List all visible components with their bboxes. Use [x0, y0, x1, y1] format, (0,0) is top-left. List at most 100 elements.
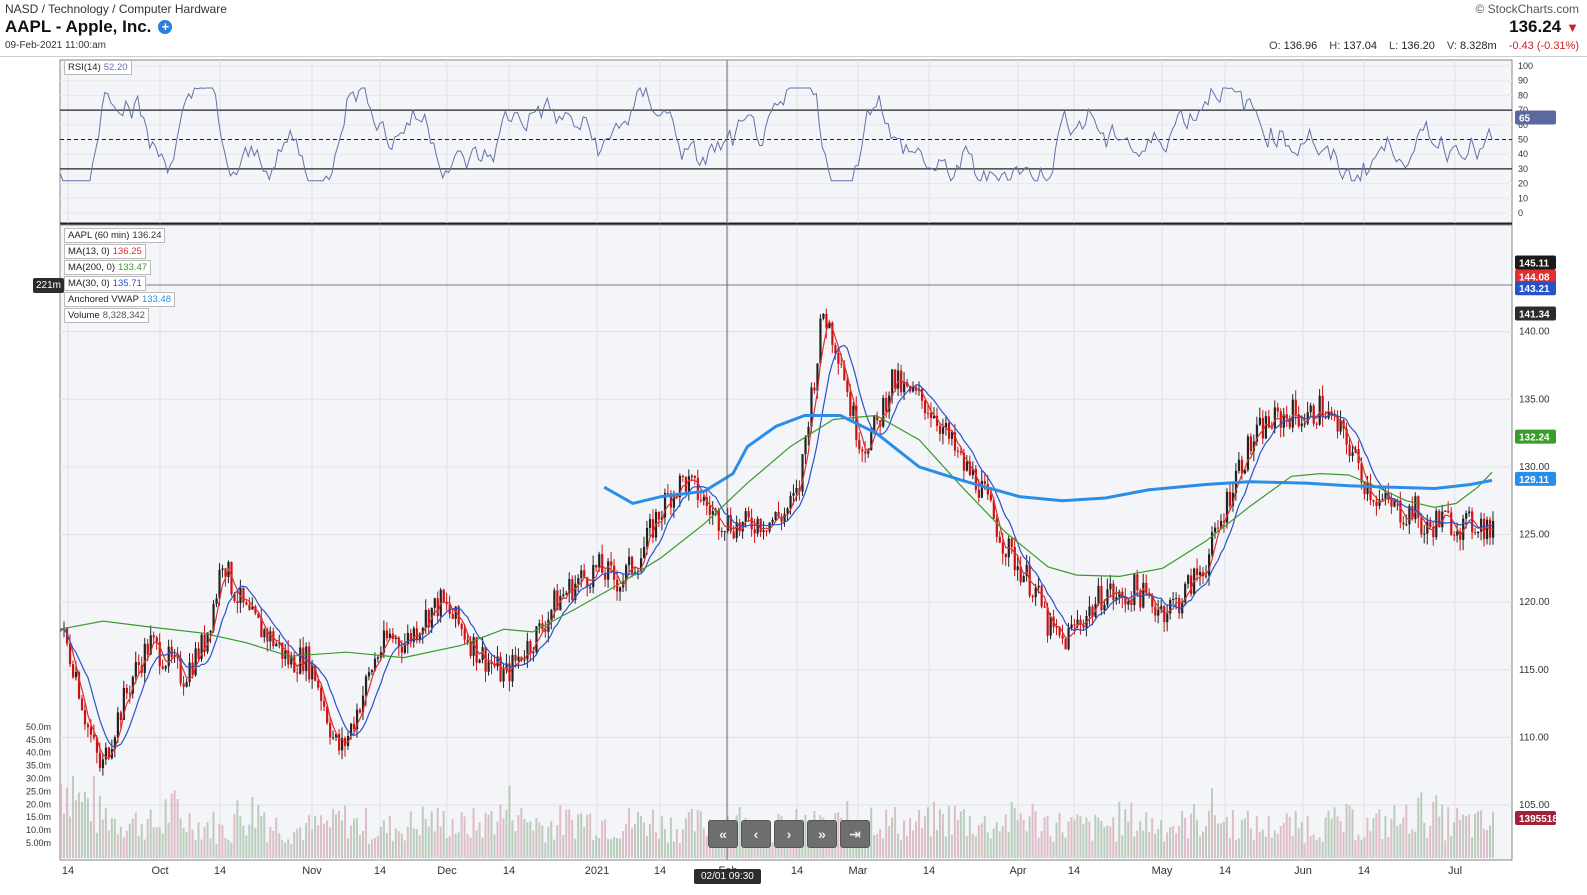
candle-body: [828, 322, 831, 329]
rsi-tick-label: 20: [1518, 179, 1528, 189]
volume-bar: [206, 822, 209, 858]
volume-bar: [1399, 823, 1402, 858]
rsi-tick-label: 0: [1518, 208, 1523, 218]
candle-body: [1375, 501, 1378, 506]
x-tick-label: 14: [1068, 865, 1080, 877]
volume-bar: [1405, 804, 1408, 858]
volume-bar: [1474, 813, 1477, 858]
volume-bar: [526, 822, 529, 858]
scroll-fast-right-button[interactable]: »: [807, 820, 837, 848]
volume-bar: [1456, 808, 1459, 858]
candle-body: [1432, 526, 1435, 538]
volume-bar: [1010, 801, 1013, 858]
volume-bar: [445, 838, 448, 858]
candle-body: [607, 561, 610, 580]
candle-body: [1318, 395, 1321, 425]
candle-body: [1222, 520, 1226, 523]
candle-body: [80, 698, 84, 711]
brand-label[interactable]: © StockCharts.com: [1475, 2, 1579, 16]
candle-body: [1091, 606, 1094, 617]
volume-bar: [272, 830, 275, 858]
candle-body: [1441, 511, 1444, 528]
candle-body: [1025, 564, 1028, 576]
volume-bar: [1064, 837, 1067, 858]
candle-body: [275, 643, 278, 647]
volume-bar: [230, 842, 233, 858]
volume-bar: [1303, 843, 1306, 858]
add-plus-icon[interactable]: +: [158, 20, 173, 34]
volume-bar: [577, 813, 580, 858]
volume-bar: [756, 842, 759, 858]
volume-bar: [1414, 831, 1417, 858]
volume-bar: [1285, 813, 1288, 858]
volume-bar: [373, 837, 376, 858]
scroll-left-button[interactable]: ‹: [741, 820, 771, 848]
candle-body: [1037, 585, 1040, 588]
volume-bar: [1136, 830, 1139, 858]
candle-body: [1492, 520, 1495, 538]
candle-body: [849, 391, 852, 416]
candle-body: [206, 632, 209, 652]
candle-body: [146, 643, 149, 655]
volume-bar: [224, 837, 227, 858]
candle-body: [1216, 527, 1220, 529]
volume-bar: [1231, 810, 1234, 858]
volume-bar: [269, 826, 272, 858]
volume-bar: [672, 841, 675, 858]
scroll-start-button[interactable]: «: [708, 820, 738, 848]
candle-body: [840, 363, 843, 365]
candle-body: [1199, 571, 1202, 576]
candle-body: [989, 494, 992, 501]
volume-bar: [1429, 826, 1432, 858]
candle-body: [1321, 395, 1324, 418]
volume-bar: [1196, 819, 1199, 858]
volume-bar: [329, 827, 332, 858]
volume-bar: [989, 838, 992, 858]
volume-bar: [1423, 822, 1426, 858]
candle-body: [912, 387, 915, 392]
volume-bar: [1097, 817, 1100, 858]
candle-body: [182, 683, 185, 687]
candle-body: [735, 522, 738, 539]
volume-bar: [493, 834, 496, 858]
candle-body: [1255, 424, 1259, 442]
volume-bar: [134, 812, 137, 858]
volume-bar: [128, 823, 131, 858]
candle-body: [433, 598, 436, 608]
candle-body: [403, 644, 406, 653]
candle-body: [648, 519, 652, 528]
volume-bar: [481, 837, 484, 858]
volume-bar: [1148, 832, 1151, 858]
volume-bar: [355, 818, 358, 858]
volume-bar: [332, 808, 335, 858]
candle-body: [1252, 441, 1256, 451]
volume-bar: [406, 826, 409, 858]
candle-body: [1429, 521, 1432, 527]
volume-bar: [1070, 817, 1073, 858]
volume-bar: [663, 828, 666, 858]
candle-body: [302, 647, 305, 672]
volume-bar: [308, 815, 311, 858]
candle-body: [678, 475, 682, 498]
volume-bar: [1369, 831, 1372, 858]
volume-bar: [909, 817, 912, 858]
volume-tick-label: 30.0m: [26, 774, 51, 784]
scroll-right-button[interactable]: ›: [774, 820, 804, 848]
volume-bar: [642, 822, 645, 858]
candle-body: [1447, 510, 1450, 513]
candle-body: [1163, 606, 1166, 623]
x-tick-label: Apr: [1009, 865, 1026, 877]
candle-body: [218, 569, 221, 599]
candle-body: [663, 493, 667, 518]
candle-body: [418, 633, 421, 640]
volume-bar: [1246, 810, 1249, 858]
candle-body: [559, 596, 562, 611]
candle-body: [789, 495, 792, 509]
volume-bar: [1402, 817, 1405, 858]
candle-body: [104, 747, 108, 760]
volume-bar: [167, 822, 170, 858]
volume-bar: [1297, 828, 1300, 858]
scroll-end-button[interactable]: ⇥: [840, 820, 870, 848]
candle-body: [236, 600, 239, 604]
